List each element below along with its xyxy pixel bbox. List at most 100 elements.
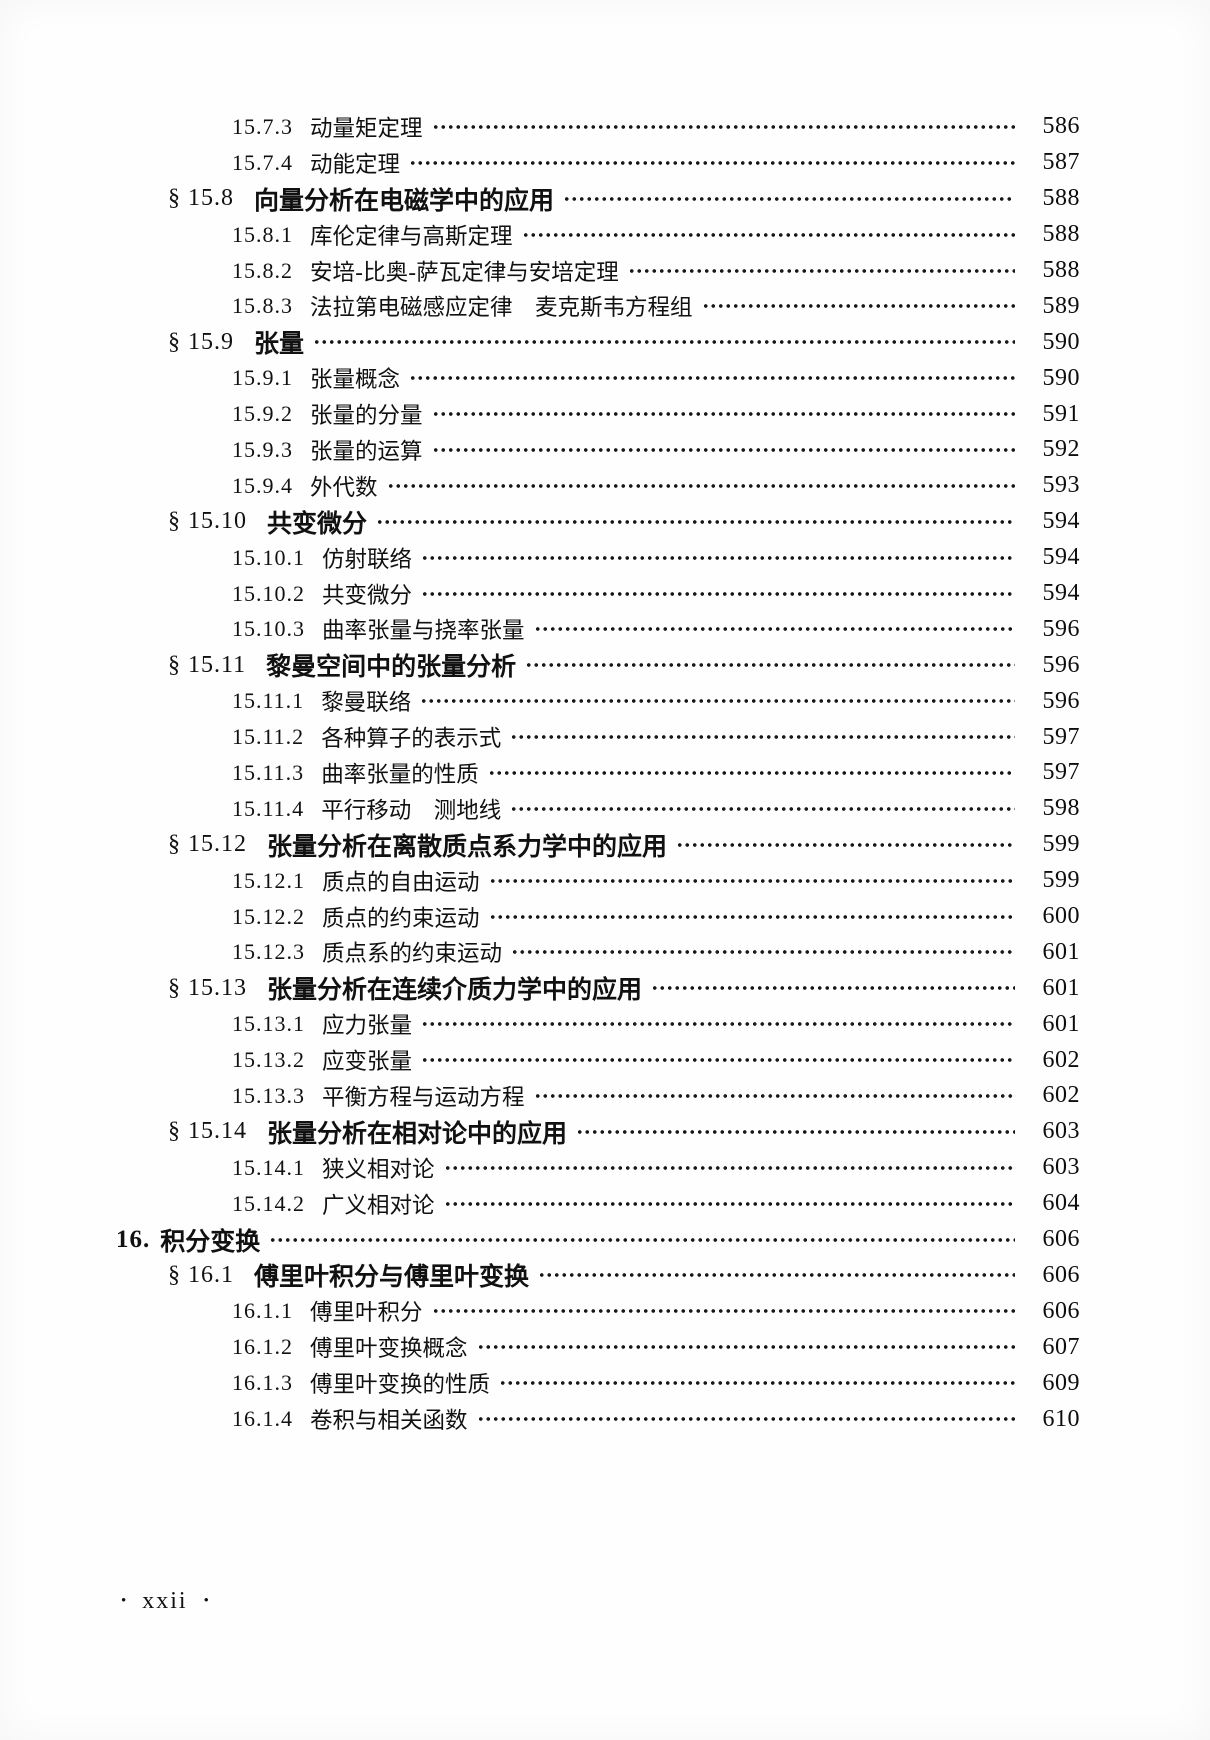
dot-leader <box>651 970 1015 1007</box>
dot-leader <box>431 396 1015 433</box>
toc-entry-row: 15.13.2 应变张量 602 <box>0 1042 1080 1079</box>
footer-page-number: xxii <box>142 1588 188 1614</box>
toc-entry-row: § 15.8 向量分析在电磁学中的应用 588 <box>0 180 1080 217</box>
entry-title: 应变张量 <box>322 1049 413 1076</box>
entry-title: 向量分析在电磁学中的应用 <box>254 185 555 215</box>
entry-page-number: 594 <box>1042 544 1080 571</box>
dot-leader <box>421 1042 1015 1079</box>
entry-title: 法拉第电磁感应定律 麦克斯韦方程组 <box>310 295 693 322</box>
entry-number: 15.11.4 <box>232 795 305 821</box>
entry-number: 15.12.2 <box>232 903 305 929</box>
entry-number: § 15.11 <box>168 651 247 678</box>
dot-leader <box>409 144 1015 181</box>
dot-leader <box>420 683 1015 720</box>
entry-number: § 15.13 <box>168 974 247 1001</box>
entry-page-number: 590 <box>1042 328 1080 355</box>
entry-page-number: 609 <box>1042 1369 1080 1396</box>
entry-title: 曲率张量与挠率张量 <box>322 618 525 645</box>
dot-leader <box>563 180 1015 217</box>
entry-page-number: 602 <box>1042 1046 1080 1073</box>
entry-number: 15.13.2 <box>232 1047 305 1073</box>
dot-leader <box>313 324 1015 361</box>
toc-entry-row: 15.11.1 黎曼联络 596 <box>0 683 1080 720</box>
dot-leader <box>521 216 1015 253</box>
entry-number: 15.10.1 <box>232 544 305 570</box>
entry-page-number: 597 <box>1042 759 1080 786</box>
toc-entry-row: 15.8.2 安培-比奥-萨瓦定律与安培定理 588 <box>0 252 1080 289</box>
entry-page-number: 601 <box>1042 938 1080 965</box>
entry-page-number: 598 <box>1042 795 1080 822</box>
entry-number: 16. <box>116 1225 151 1253</box>
entry-page-number: 602 <box>1042 1082 1080 1109</box>
entry-title: 狭义相对论 <box>322 1156 435 1183</box>
entry-page-number: 589 <box>1042 292 1080 319</box>
toc-entry-row: § 15.10 共变微分 594 <box>0 503 1080 540</box>
dot-leader <box>421 1006 1015 1043</box>
entry-page-number: 597 <box>1042 723 1080 750</box>
toc-list: 15.7.3 动量矩定理 586 15.7.4 动能定理 587 § 15.8 … <box>0 109 1080 1437</box>
toc-entry-row: 16.1.1 傅里叶积分 606 <box>0 1293 1080 1330</box>
dot-leader <box>409 360 1015 397</box>
dot-leader <box>510 790 1015 827</box>
toc-entry-row: 15.9.4 外代数 593 <box>0 467 1080 504</box>
dot-leader <box>488 898 1015 935</box>
entry-title: 张量分析在连续介质力学中的应用 <box>267 975 643 1005</box>
entry-number: § 15.14 <box>168 1118 247 1145</box>
entry-page-number: 588 <box>1042 185 1080 212</box>
entry-number: § 15.9 <box>168 328 234 355</box>
entry-page-number: 587 <box>1042 149 1080 176</box>
toc-entry-row: 15.7.4 动能定理 587 <box>0 144 1080 181</box>
entry-title: 傅里叶变换的性质 <box>310 1372 491 1399</box>
entry-number: 15.13.3 <box>232 1082 305 1108</box>
dot-leader <box>525 647 1015 684</box>
entry-number: 15.13.1 <box>232 1011 305 1037</box>
entry-page-number: 592 <box>1042 436 1080 463</box>
entry-title: 安培-比奥-萨瓦定律与安培定理 <box>310 259 619 286</box>
entry-number: 15.7.3 <box>232 113 293 139</box>
entry-number: 16.1.2 <box>232 1334 293 1360</box>
dot-leader <box>701 288 1015 325</box>
entry-title: 张量 <box>254 329 305 359</box>
entry-title: 张量分析在离散质点系力学中的应用 <box>267 831 668 861</box>
entry-number: 15.9.4 <box>232 472 293 498</box>
toc-entry-row: 16.1.3 傅里叶变换的性质 609 <box>0 1365 1080 1402</box>
dot-leader <box>511 934 1015 971</box>
entry-title: 库伦定律与高斯定理 <box>310 223 513 250</box>
dot-leader <box>431 1293 1015 1330</box>
entry-page-number: 596 <box>1042 615 1080 642</box>
dot-leader <box>443 1149 1015 1186</box>
toc-entry-row: 15.14.2 广义相对论 604 <box>0 1185 1080 1222</box>
dot-leader <box>533 1078 1015 1114</box>
entry-page-number: 590 <box>1042 364 1080 391</box>
dot-leader <box>421 539 1015 576</box>
toc-entry-row: 15.10.3 曲率张量与挠率张量 596 <box>0 611 1080 648</box>
entry-page-number: 588 <box>1042 221 1080 248</box>
entry-page-number: 591 <box>1042 400 1080 427</box>
entry-title: 张量的运算 <box>310 438 423 465</box>
entry-title: 外代数 <box>310 474 378 501</box>
entry-title: 质点的自由运动 <box>322 869 480 896</box>
toc-entry-row: 15.12.1 质点的自由运动 599 <box>0 862 1080 899</box>
entry-title: 黎曼联络 <box>321 690 412 717</box>
toc-entry-row: § 15.13 张量分析在连续介质力学中的应用 601 <box>0 970 1080 1007</box>
entry-number: 15.11.3 <box>232 759 305 785</box>
entry-page-number: 606 <box>1042 1297 1080 1324</box>
toc-entry-row: 15.9.1 张量概念 590 <box>0 360 1080 397</box>
entry-title: 积分变换 <box>160 1226 261 1256</box>
entry-page-number: 586 <box>1042 113 1080 140</box>
entry-page-number: 607 <box>1042 1333 1080 1360</box>
entry-title: 平衡方程与运动方程 <box>322 1084 525 1111</box>
dot-leader <box>443 1185 1015 1222</box>
toc-entry-row: 15.11.2 各种算子的表示式 597 <box>0 719 1080 756</box>
entry-title: 黎曼空间中的张量分析 <box>266 652 517 682</box>
entry-title: 卷积与相关函数 <box>310 1408 468 1434</box>
dot-leader <box>499 1365 1015 1402</box>
toc-entry-row: 16.1.2 傅里叶变换概念 607 <box>0 1329 1080 1366</box>
toc-entry-row: 15.7.3 动量矩定理 586 <box>0 109 1080 145</box>
entry-title: 共变微分 <box>322 582 413 609</box>
entry-page-number: 596 <box>1042 651 1080 678</box>
entry-page-number: 593 <box>1042 472 1080 499</box>
entry-title: 张量分析在相对论中的应用 <box>267 1118 568 1148</box>
dot-leader <box>488 862 1015 899</box>
entry-title: 共变微分 <box>267 508 368 538</box>
